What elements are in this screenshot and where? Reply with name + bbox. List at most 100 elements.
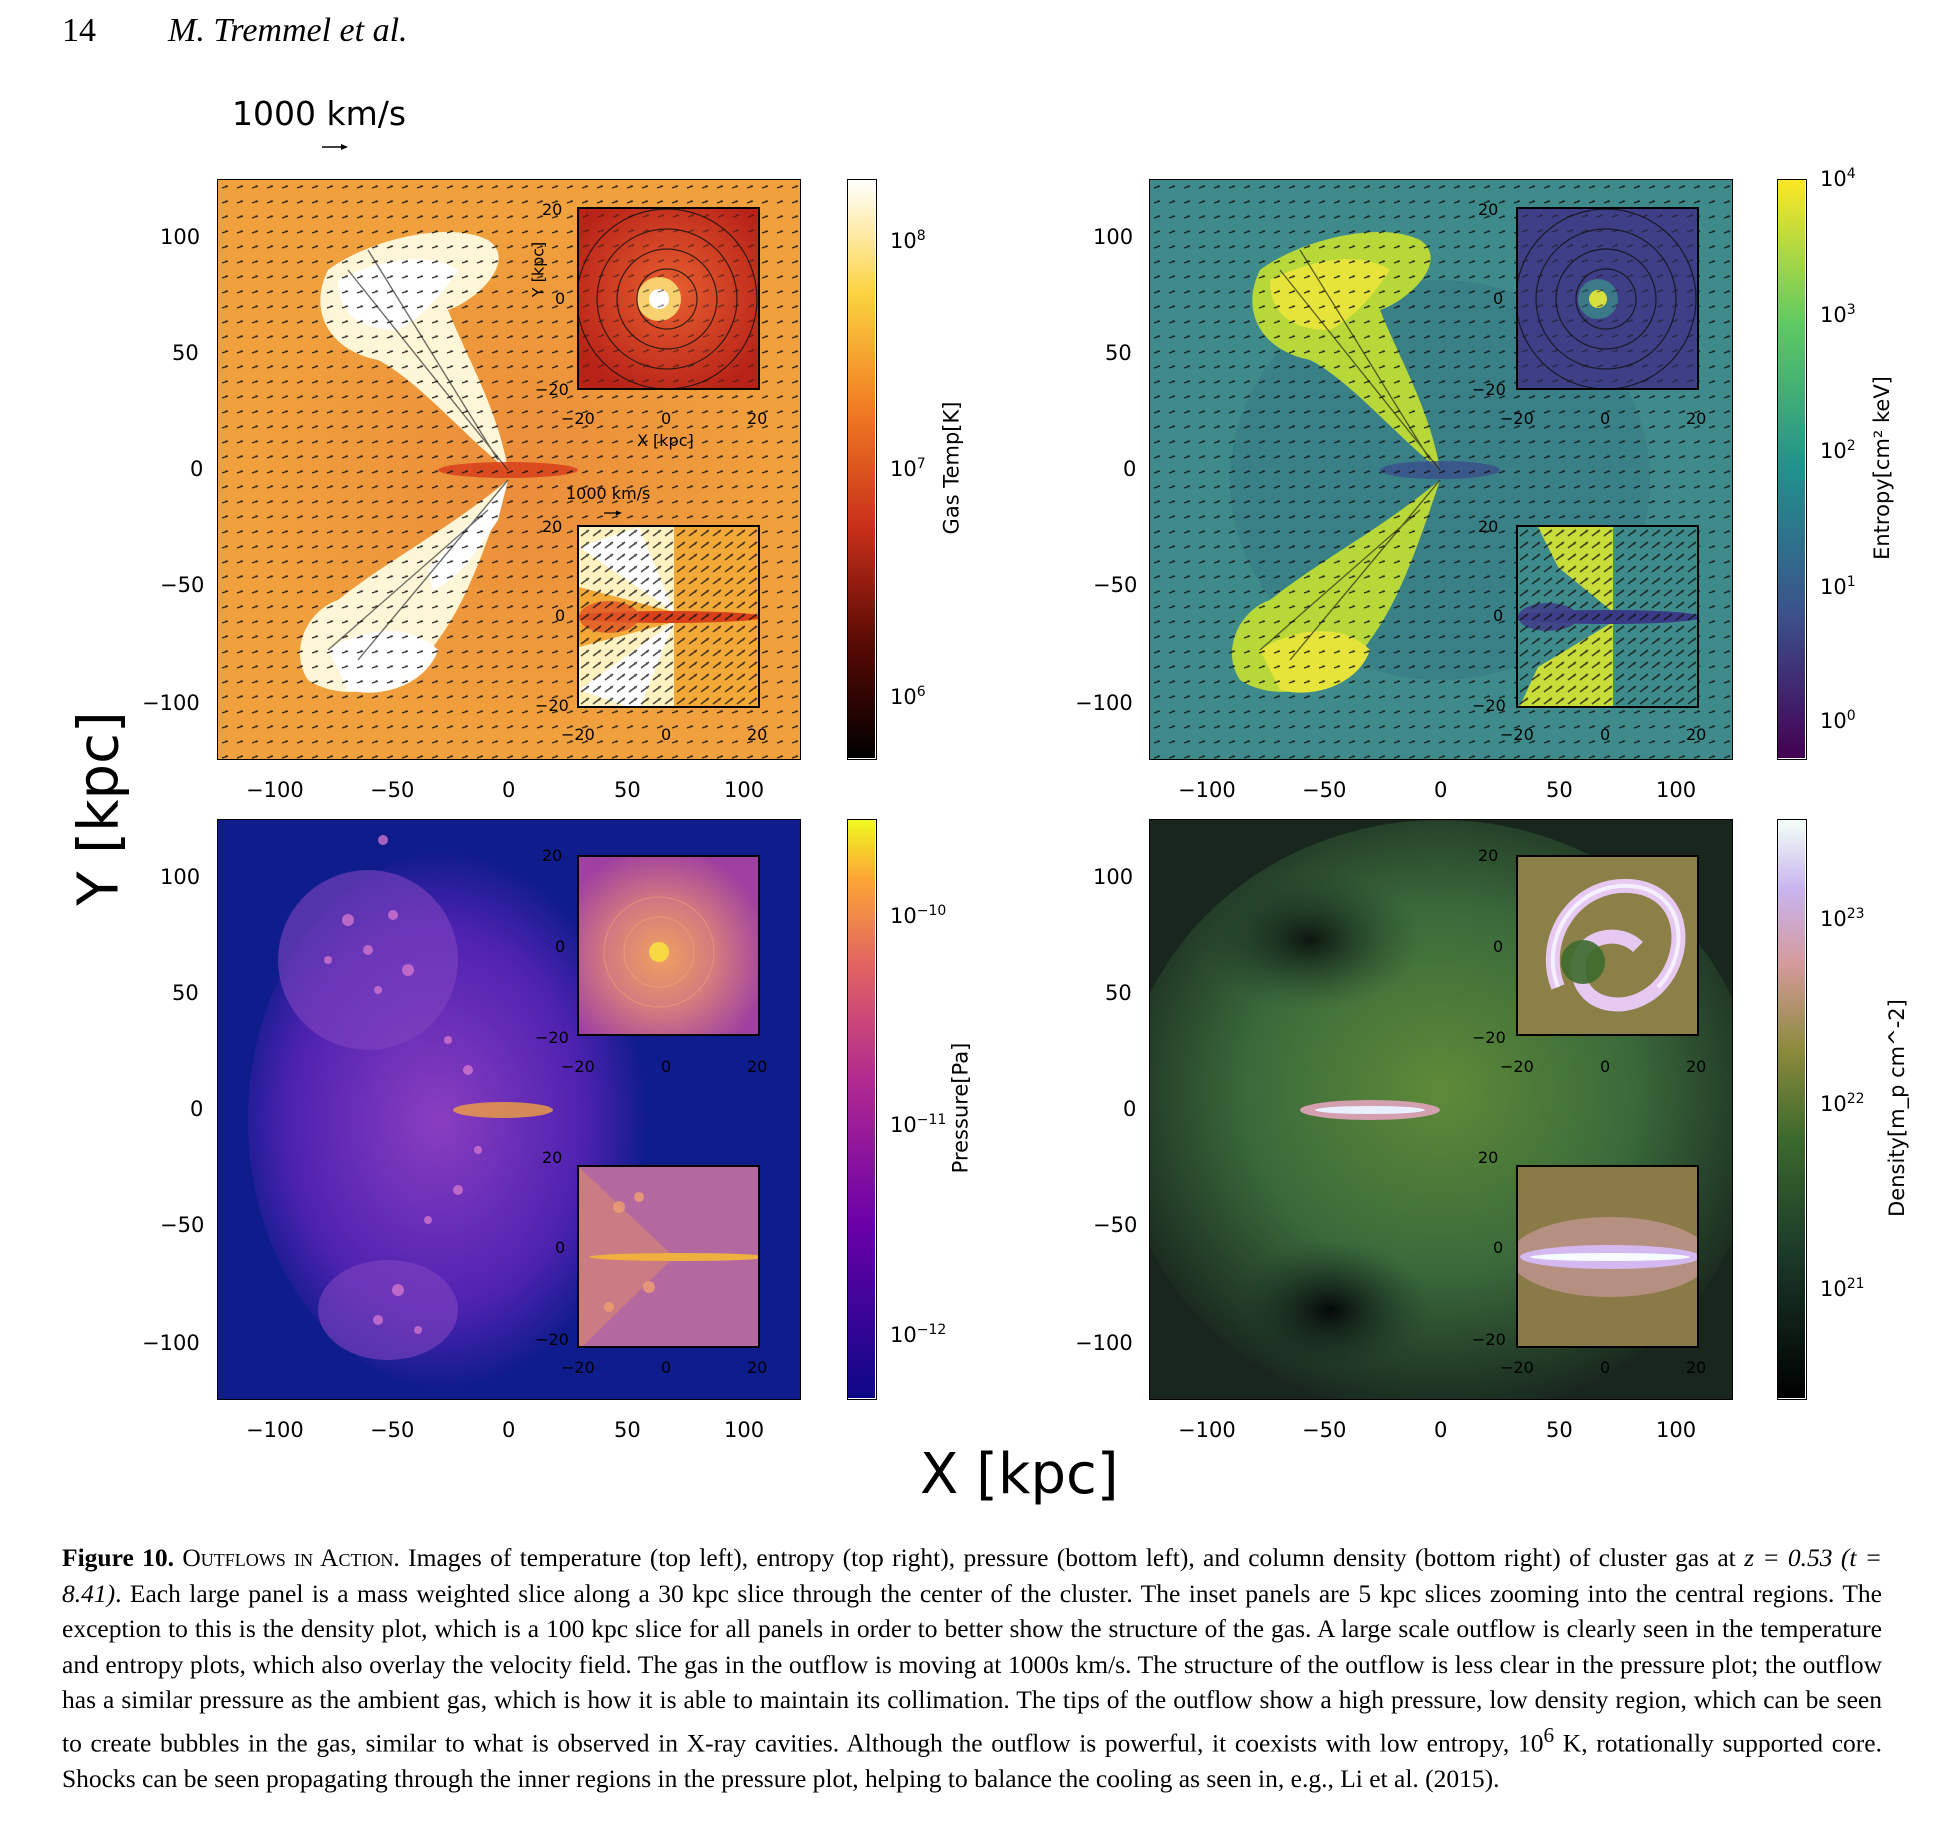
temp-inset-bot-ytick-0: 0 — [555, 606, 566, 625]
big-y-axis-label: Y [kpc] — [66, 711, 132, 906]
bl-ytick-m50: −50 — [160, 1213, 205, 1237]
den-inset-bot-ytick-20: 20 — [1478, 1148, 1499, 1167]
bl-ytick-m100: −100 — [142, 1331, 200, 1355]
den-inset-bot-ytick-0: 0 — [1493, 1238, 1504, 1257]
pressure-colorbar-label: Pressure[Pa] — [948, 1042, 973, 1174]
temp-inset-bot-xtick-m20: −20 — [561, 725, 595, 744]
pres-cbar-tick-m12: 10−12 — [890, 1322, 947, 1347]
br-xtick-100: 100 — [1656, 1418, 1697, 1442]
big-x-axis-label: X [kpc] — [920, 1442, 1119, 1507]
br-ytick-50: 50 — [1105, 981, 1132, 1005]
velocity-key-label: 1000 km/s — [232, 94, 407, 133]
tl-xtick-m50: −50 — [370, 778, 415, 802]
br-xtick-50: 50 — [1546, 1418, 1573, 1442]
page-number: 14 — [62, 12, 96, 49]
temp-inset-bot-xtick-0: 0 — [661, 725, 672, 744]
bl-ytick-0: 0 — [190, 1097, 204, 1121]
density-inset-top — [1516, 855, 1699, 1036]
inset-velocity-key-arrow — [604, 510, 622, 516]
bl-xtick-m50: −50 — [370, 1418, 415, 1442]
den-inset-bot-xtick-0: 0 — [1600, 1358, 1611, 1377]
density-inset-bottom — [1516, 1165, 1699, 1348]
tl-xtick-50: 50 — [614, 778, 641, 802]
tr-xtick-100: 100 — [1656, 778, 1697, 802]
ent-inset-top-ytick-m20: −20 — [1472, 380, 1506, 399]
caption-text-c: K, rotationally supported core. Shocks c… — [62, 1728, 1882, 1793]
pres-inset-top-ytick-m20: −20 — [535, 1028, 569, 1047]
pres-inset-bot-ytick-0: 0 — [555, 1238, 566, 1257]
bl-xtick-50: 50 — [614, 1418, 641, 1442]
pres-inset-bot-xtick-0: 0 — [661, 1358, 672, 1377]
velocity-key-arrow — [322, 144, 348, 150]
pres-inset-bot-ytick-m20: −20 — [535, 1330, 569, 1349]
pressure-panel — [217, 819, 801, 1400]
bl-ytick-50: 50 — [172, 981, 199, 1005]
temp-cbar-tick-6: 106 — [890, 684, 926, 709]
bl-xtick-100: 100 — [724, 1418, 765, 1442]
ent-inset-top-xtick-m20: −20 — [1500, 409, 1534, 428]
entropy-colorbar-label: Entropy[cm² keV] — [1869, 376, 1894, 560]
temp-inset-top-ytick-20: 20 — [542, 200, 563, 219]
temp-cbar-tick-8: 108 — [890, 228, 926, 253]
density-panel — [1149, 819, 1733, 1400]
pressure-inset-bottom — [577, 1165, 760, 1348]
den-cbar-tick-23: 1023 — [1820, 906, 1865, 931]
entropy-inset-bottom — [1516, 525, 1699, 708]
caption-title: Outflows in Action. — [182, 1543, 400, 1572]
den-inset-top-ytick-20: 20 — [1478, 846, 1499, 865]
temperature-panel — [217, 179, 801, 760]
tr-xtick-50: 50 — [1546, 778, 1573, 802]
tl-ytick-50: 50 — [172, 341, 199, 365]
pres-inset-bot-xtick-m20: −20 — [561, 1358, 595, 1377]
ent-inset-bot-xtick-m20: −20 — [1500, 725, 1534, 744]
tl-xtick-m100: −100 — [246, 778, 304, 802]
br-xtick-0: 0 — [1434, 1418, 1448, 1442]
caption-text-a: Images of temperature (top left), entrop… — [399, 1543, 1745, 1572]
br-ytick-m50: −50 — [1093, 1213, 1138, 1237]
pres-inset-top-xtick-m20: −20 — [561, 1057, 595, 1076]
tl-xtick-100: 100 — [724, 778, 765, 802]
temp-inset-top-xtick-m20: −20 — [561, 409, 595, 428]
ent-inset-bot-xtick-0: 0 — [1600, 725, 1611, 744]
tr-ytick-m100: −100 — [1075, 691, 1133, 715]
ent-cbar-tick-4: 104 — [1820, 166, 1856, 191]
pres-cbar-tick-m11: 10−11 — [890, 1112, 947, 1137]
pres-inset-top-ytick-0: 0 — [555, 937, 566, 956]
pres-inset-bot-xtick-20: 20 — [747, 1358, 768, 1377]
temperature-inset-bottom — [577, 525, 760, 708]
pres-inset-top-xtick-20: 20 — [747, 1057, 768, 1076]
temp-inset-bot-ytick-20: 20 — [542, 517, 563, 536]
tr-ytick-100: 100 — [1093, 225, 1134, 249]
caption-label: Figure 10. — [62, 1543, 174, 1572]
den-cbar-tick-22: 1022 — [1820, 1091, 1865, 1116]
tr-ytick-50: 50 — [1105, 341, 1132, 365]
caption-text-b: . Each large panel is a mass weighted sl… — [62, 1578, 1882, 1758]
den-inset-top-xtick-20: 20 — [1686, 1057, 1707, 1076]
density-colorbar — [1777, 819, 1807, 1400]
temp-cbar-tick-7: 107 — [890, 456, 926, 481]
temp-inset-top-ytick-0: 0 — [555, 289, 566, 308]
ent-inset-bot-xtick-20: 20 — [1686, 725, 1707, 744]
ent-inset-top-ytick-0: 0 — [1493, 289, 1504, 308]
ent-inset-bot-ytick-0: 0 — [1493, 606, 1504, 625]
den-cbar-tick-21: 1021 — [1820, 1276, 1865, 1301]
den-inset-bot-xtick-m20: −20 — [1500, 1358, 1534, 1377]
den-inset-top-xtick-m20: −20 — [1500, 1057, 1534, 1076]
tl-ytick-100: 100 — [160, 225, 201, 249]
br-xtick-m50: −50 — [1302, 1418, 1347, 1442]
pressure-inset-top — [577, 855, 760, 1036]
ent-inset-bot-ytick-20: 20 — [1478, 517, 1499, 536]
entropy-inset-top — [1516, 207, 1699, 390]
pressure-colorbar — [847, 819, 877, 1400]
ent-cbar-tick-1: 101 — [1820, 574, 1856, 599]
br-ytick-0: 0 — [1123, 1097, 1137, 1121]
ent-cbar-tick-2: 102 — [1820, 438, 1856, 463]
density-map — [1150, 820, 1732, 1399]
den-inset-top-xtick-0: 0 — [1600, 1057, 1611, 1076]
temp-inset-xlabel: X [kpc] — [637, 431, 694, 450]
temp-inset-top-ytick-m20: −20 — [535, 380, 569, 399]
bl-xtick-0: 0 — [502, 1418, 516, 1442]
tr-xtick-0: 0 — [1434, 778, 1448, 802]
temp-inset-bot-ytick-m20: −20 — [535, 696, 569, 715]
temp-inset-top-xtick-20: 20 — [747, 409, 768, 428]
